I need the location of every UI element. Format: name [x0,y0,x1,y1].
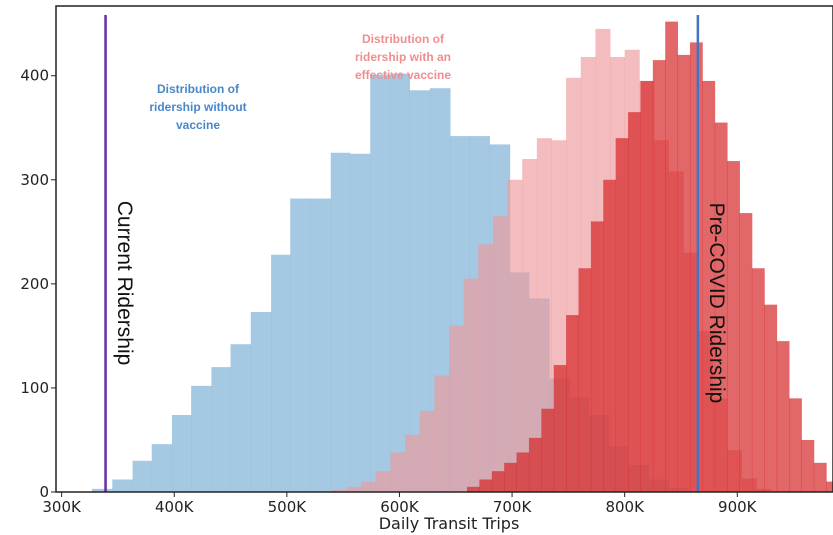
series-0-bin-13 [349,153,371,492]
y-tick-label-3: 300 [20,171,49,189]
series-1-bin-8 [449,325,465,492]
plot-frame [55,5,833,493]
series-2-bin-12 [615,138,629,493]
series-2-bin-3 [504,462,517,492]
series-2-bin-15 [652,60,666,493]
series-2-bin-29 [826,481,833,492]
series-2-bin-13 [628,112,641,493]
series-2-bin-22 [739,213,753,492]
x-tick-label-0: 300K [42,498,82,516]
x-tick-label-1: 400K [155,498,195,516]
annotation-1-line-1: ridership with an [355,50,451,64]
series-2-bin-28 [813,462,827,492]
series-2-bin-10 [590,221,604,493]
x-tick-label-6: 900K [718,498,758,516]
series-0-bin-9 [271,254,291,492]
series-1-bin-1 [346,486,362,492]
x-tick-label-3: 600K [380,498,420,516]
series-2-bin-2 [491,471,505,492]
series-1-bin-0 [331,489,347,492]
series-0-bin-0 [92,488,113,492]
series-0-bin-8 [250,311,272,492]
series-1-bin-13 [522,158,538,493]
series-2-bin-9 [578,268,592,492]
pre-covid-ridership-label: Pre-COVID Ridership [705,203,728,404]
series-2-bin-1 [479,479,493,492]
series-2-bin-19 [702,80,716,493]
series-0-bin-10 [290,198,311,492]
series-2-bin-24 [764,304,778,492]
series-0-bin-12 [330,152,351,493]
series-1-bin-5 [405,434,421,492]
y-tick-label-2: 200 [20,275,49,293]
annotation-1-line-2: effective vaccine [355,68,451,82]
series-1-bin-2 [361,481,377,492]
series-1-bin-3 [375,471,391,492]
series-2-bin-23 [751,268,765,492]
series-0-bin-7 [230,344,252,492]
series-0-bin-14 [370,74,391,492]
series-0-bin-3 [151,444,173,492]
series-0-bin-4 [171,414,192,492]
annotation-with-vaccine: Distribution of ridership with an effectiv… [355,32,451,82]
annotation-1-line-0: Distribution of [362,32,445,46]
series-2-bin-16 [665,21,678,493]
series-2-bin-18 [689,42,703,493]
series-1-bin-10 [478,244,494,492]
series-2-bin-6 [541,408,555,492]
series-0-bin-6 [211,367,231,492]
series-0-bin-15 [390,73,410,492]
annotation-without-vaccine: Distribution of ridership without vaccine [149,82,246,132]
series-2-bin-27 [801,439,815,492]
y-tick-label-0: 0 [39,483,49,501]
series-0-bin-1 [112,479,133,492]
series-0-bin-5 [191,385,212,492]
series-2-bin-0 [467,486,480,492]
annotation-0-line-2: vaccine [176,118,220,132]
series-1-bin-4 [390,452,406,492]
x-axis-ticks: 300K 400K 500K 600K 700K 800K 900K [42,492,758,516]
series-2-bin-4 [516,452,530,492]
series-1-bin-6 [419,410,435,492]
series-2-bin-21 [727,161,740,492]
series-2-bin-25 [776,341,790,492]
y-tick-label-4: 400 [20,67,49,85]
current-ridership-label: Current Ridership [113,201,136,366]
series-1-bin-11 [492,216,508,492]
reference-lines [104,15,700,492]
series-0-bin-16 [409,90,431,493]
series-2-bin-26 [789,398,802,492]
series-2-bin-11 [603,179,617,493]
x-tick-label-2: 500K [268,498,308,516]
series-1-bin-14 [536,138,552,493]
annotation-0-line-1: ridership without [149,100,246,114]
y-axis-ticks: 0 100 200 300 400 [20,67,56,501]
annotation-0-line-0: Distribution of [157,82,240,96]
series-0-bin-2 [132,460,153,492]
series-1-bin-7 [434,375,450,492]
series-2-bin-14 [640,80,654,493]
series-1-bin-9 [463,278,479,492]
series-2-bin-17 [677,54,691,492]
histogram-bars [92,21,833,493]
series-2-bin-20 [714,122,728,492]
y-tick-label-1: 100 [20,379,49,397]
series-1-bin-12 [507,179,523,493]
series-0-bin-11 [310,198,332,492]
x-tick-label-5: 800K [605,498,645,516]
x-tick-label-4: 700K [493,498,533,516]
x-axis-label: Daily Transit Trips [379,514,520,533]
series-2-bin-5 [528,437,542,492]
series-2-bin-7 [553,365,567,492]
series-2-bin-8 [566,315,579,492]
